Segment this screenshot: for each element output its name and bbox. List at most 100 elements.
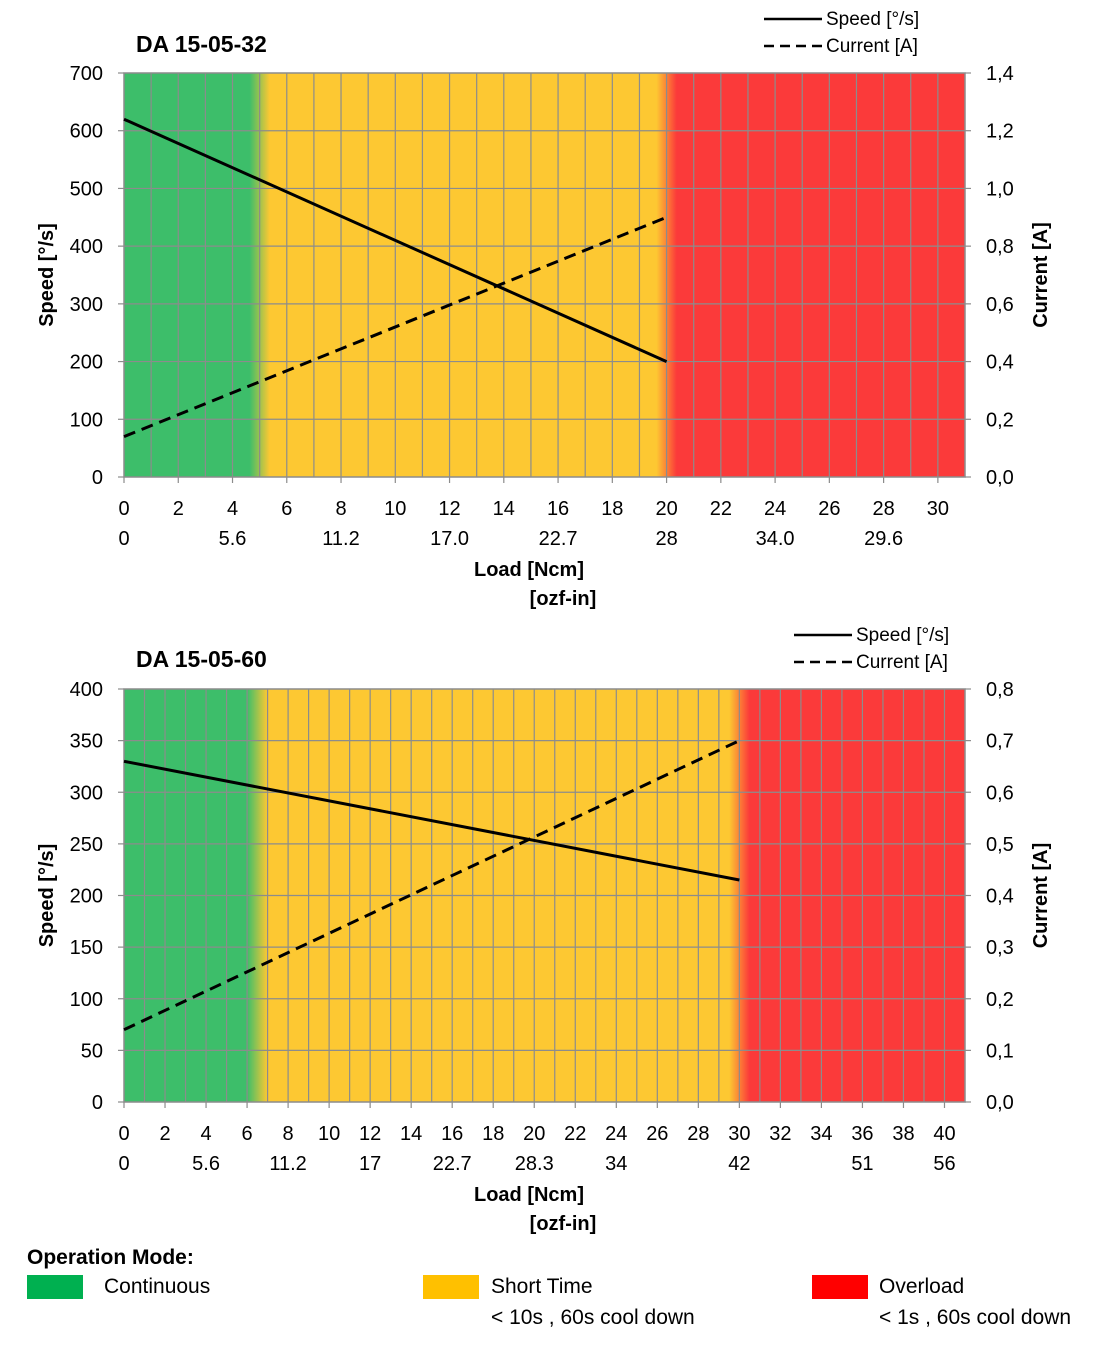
y-left-tick-label: 700	[70, 63, 103, 85]
x-tick-label: 22	[564, 1123, 586, 1145]
y-left-tick-label: 150	[70, 937, 103, 959]
x-tick-label: 6	[242, 1123, 253, 1145]
x-tick-label: 4	[227, 498, 238, 520]
x-tick-label: 32	[769, 1123, 791, 1145]
x-tick-label: 22	[710, 498, 732, 520]
speed-series-line	[123, 117, 668, 363]
x-tick-label: 34	[810, 1123, 832, 1145]
legend-current-label: Current [A]	[856, 652, 948, 673]
x-tick-label: 20	[523, 1123, 545, 1145]
y-right-tick-label: 0,3	[986, 937, 1014, 959]
x2-tick-label: 5.6	[219, 528, 247, 550]
y-left-tick-label: 300	[70, 294, 103, 316]
chart-title: DA 15-05-60	[136, 646, 267, 672]
y-right-axis-title: Current [A]	[1030, 843, 1052, 949]
y-left-tick-label: 50	[81, 1040, 103, 1062]
y-right-tick-label: 0,8	[986, 679, 1014, 701]
y-right-tick-label: 0,8	[986, 236, 1014, 258]
x-tick-label: 10	[318, 1123, 340, 1145]
x-tick-label: 12	[438, 498, 460, 520]
x-tick-label: 14	[493, 498, 515, 520]
y-left-tick-label: 0	[92, 1092, 103, 1114]
y-right-tick-label: 0,7	[986, 731, 1014, 753]
x-tick-label: 0	[118, 1123, 129, 1145]
x-tick-label: 26	[646, 1123, 668, 1145]
y-right-tick-label: 1,0	[986, 178, 1014, 200]
chart-title: DA 15-05-32	[136, 31, 267, 57]
y-left-tick-label: 600	[70, 121, 103, 143]
x2-tick-label: 28.3	[515, 1153, 554, 1175]
x2-tick-label: 42	[728, 1153, 750, 1175]
y-left-tick-label: 200	[70, 352, 103, 374]
y-right-axis-title: Current [A]	[1030, 222, 1052, 328]
continuous-label: Continuous	[104, 1275, 211, 1298]
y-left-tick-label: 350	[70, 731, 103, 753]
y-right-tick-label: 0,4	[986, 352, 1014, 374]
x-tick-label: 28	[687, 1123, 709, 1145]
x2-tick-label: 22.7	[539, 528, 578, 550]
x2-tick-label: 17	[359, 1153, 381, 1175]
x2-tick-label: 22.7	[433, 1153, 472, 1175]
x-tick-label: 28	[872, 498, 894, 520]
x2-tick-label: 56	[933, 1153, 955, 1175]
y-right-tick-label: 0,0	[986, 1092, 1014, 1114]
x-tick-label: 18	[601, 498, 623, 520]
x-tick-label: 10	[384, 498, 406, 520]
y-left-tick-label: 400	[70, 236, 103, 258]
x-tick-label: 0	[118, 498, 129, 520]
current-series-line	[123, 215, 668, 438]
short-time-label: Short Time	[491, 1275, 593, 1298]
x-tick-label: 18	[482, 1123, 504, 1145]
x2-tick-label: 51	[851, 1153, 873, 1175]
x-tick-label: 30	[927, 498, 949, 520]
overload-swatch	[812, 1275, 868, 1299]
short-time-swatch	[423, 1275, 479, 1299]
x-tick-label: 24	[605, 1123, 627, 1145]
x-axis-title: Load [Ncm]	[474, 559, 584, 581]
short-time-note: < 10s , 60s cool down	[491, 1306, 695, 1329]
x2-tick-label: 17.0	[430, 528, 469, 550]
x2-tick-label: 11.2	[269, 1153, 306, 1175]
y-right-tick-label: 1,4	[986, 63, 1014, 85]
x-tick-label: 40	[933, 1123, 955, 1145]
y-right-tick-label: 0,6	[986, 782, 1014, 804]
x2-tick-label: 29.6	[864, 528, 903, 550]
x-tick-label: 20	[655, 498, 677, 520]
y-left-tick-label: 250	[70, 834, 103, 856]
y-right-tick-label: 0,0	[986, 467, 1014, 489]
x2-tick-label: 34	[605, 1153, 627, 1175]
speed-series-line	[123, 759, 740, 882]
x-tick-label: 2	[173, 498, 184, 520]
x2-axis-title: [ozf-in]	[530, 588, 597, 610]
y-left-axis-title: Speed [°/s]	[36, 844, 58, 948]
x2-tick-label: 5.6	[192, 1153, 220, 1175]
y-left-tick-label: 300	[70, 782, 103, 804]
x-tick-label: 16	[441, 1123, 463, 1145]
chart-da-15-05-32: 01002003004005006007000,00,20,40,60,81,0…	[36, 9, 1052, 610]
overload-note: < 1s , 60s cool down	[879, 1306, 1072, 1329]
x2-tick-label: 11.2	[322, 528, 359, 550]
x2-tick-label: 34.0	[756, 528, 795, 550]
zone-background	[124, 73, 965, 477]
y-right-tick-label: 1,2	[986, 121, 1014, 143]
overload-label: Overload	[879, 1275, 965, 1298]
legend-current-label: Current [A]	[826, 36, 918, 57]
x2-axis-title: [ozf-in]	[530, 1213, 597, 1235]
y-left-tick-label: 200	[70, 886, 103, 908]
x-tick-label: 16	[547, 498, 569, 520]
x-tick-label: 12	[359, 1123, 381, 1145]
x-tick-label: 14	[400, 1123, 422, 1145]
y-right-tick-label: 0,6	[986, 294, 1014, 316]
y-left-tick-label: 500	[70, 178, 103, 200]
legend-speed-label: Speed [°/s]	[856, 625, 949, 646]
x-tick-label: 26	[818, 498, 840, 520]
x-tick-label: 2	[159, 1123, 170, 1145]
y-left-tick-label: 400	[70, 679, 103, 701]
y-left-tick-label: 100	[70, 409, 103, 431]
x-tick-label: 4	[200, 1123, 211, 1145]
x2-tick-label: 0	[118, 1153, 129, 1175]
x-tick-label: 6	[281, 498, 292, 520]
x-tick-label: 8	[283, 1123, 294, 1145]
x-tick-label: 30	[728, 1123, 750, 1145]
y-right-tick-label: 0,5	[986, 834, 1014, 856]
